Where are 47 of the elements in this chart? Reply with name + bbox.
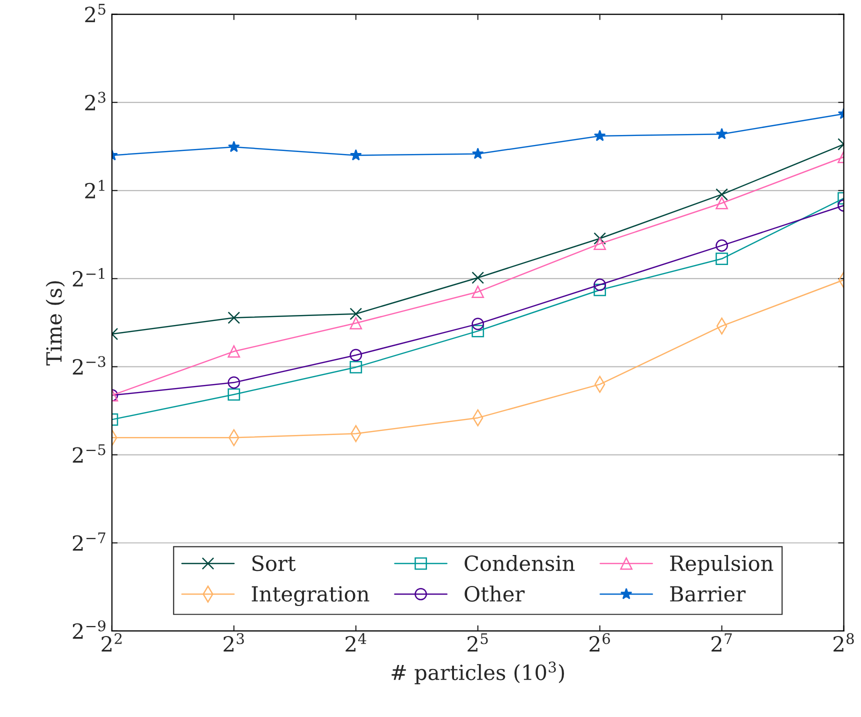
point bbox=[472, 148, 484, 159]
point bbox=[350, 361, 362, 374]
y-tick-label: 2$^{−7}$ bbox=[72, 532, 106, 551]
x-tick-label: 2$^{8}$ bbox=[834, 633, 854, 652]
point bbox=[594, 278, 606, 291]
point bbox=[716, 252, 728, 265]
y-tick-label: 2$^{−5}$ bbox=[72, 444, 106, 463]
x-tick-label: 2$^{7}$ bbox=[712, 633, 732, 652]
point bbox=[472, 318, 484, 330]
y-tick-label: 2$^{1}$ bbox=[85, 180, 104, 198]
legend-label: Condensin bbox=[464, 555, 575, 572]
point bbox=[228, 388, 240, 401]
point bbox=[594, 232, 606, 245]
point bbox=[472, 272, 484, 284]
point bbox=[472, 286, 484, 298]
point bbox=[350, 149, 362, 160]
point bbox=[350, 308, 362, 320]
point bbox=[472, 324, 484, 338]
y-tick-label: 2$^{5}$ bbox=[85, 4, 106, 22]
legend-label: Integration bbox=[252, 586, 370, 606]
y-tick-label: 2$^{−1}$ bbox=[72, 268, 104, 286]
point bbox=[228, 376, 240, 389]
y-tick-label: 2$^{−3}$ bbox=[72, 356, 106, 374]
point bbox=[228, 345, 240, 358]
point bbox=[594, 238, 606, 250]
x-tick-label: 2$^{2}$ bbox=[102, 633, 122, 652]
point bbox=[716, 128, 728, 140]
point bbox=[228, 140, 240, 152]
point bbox=[716, 188, 728, 201]
point bbox=[716, 239, 728, 252]
point bbox=[350, 316, 362, 330]
point bbox=[228, 312, 240, 324]
x-tick-label: 2$^{3}$ bbox=[224, 633, 244, 652]
y-axis-title: Time (s) bbox=[46, 281, 65, 366]
point bbox=[716, 196, 728, 210]
legend-label: Sort bbox=[252, 555, 296, 572]
x-axis-title: # particles (10$^{3}$) bbox=[392, 662, 564, 684]
point bbox=[594, 130, 606, 142]
y-tick-label: 2$^{3}$ bbox=[85, 92, 106, 110]
point bbox=[350, 348, 362, 362]
x-tick-label: 2$^{5}$ bbox=[468, 633, 488, 652]
x-tick-label: 2$^{6}$ bbox=[590, 633, 610, 652]
legend-label: Other bbox=[464, 586, 525, 602]
legend-label: Repulsion bbox=[670, 555, 774, 576]
x-tick-label: 2$^{4}$ bbox=[346, 633, 366, 652]
point bbox=[594, 284, 606, 296]
legend-label: Barrier bbox=[670, 586, 746, 602]
